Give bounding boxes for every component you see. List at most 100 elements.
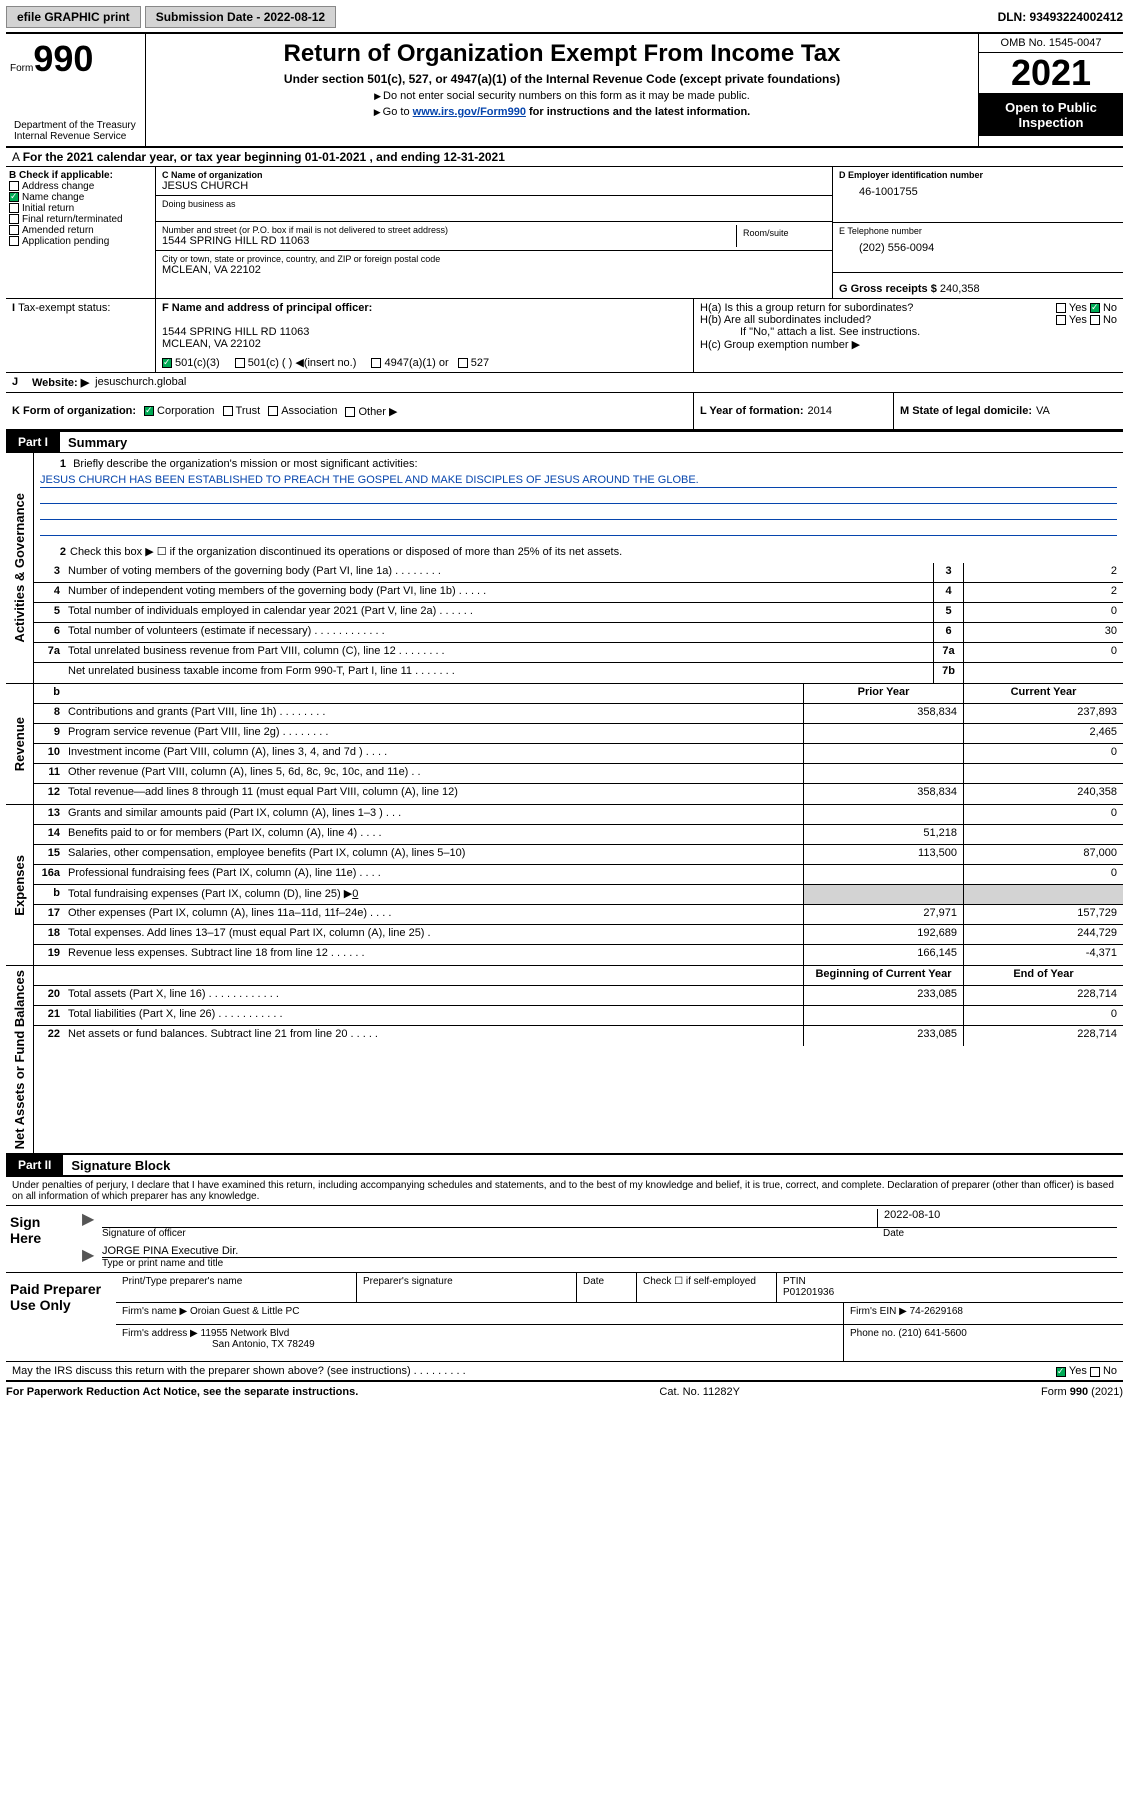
part1-title: Summary — [60, 435, 127, 450]
p9 — [803, 724, 963, 743]
c11 — [963, 764, 1123, 783]
lbl-assoc: Association — [281, 405, 337, 417]
tax-year: 2021 — [979, 53, 1123, 94]
c16b — [963, 885, 1123, 904]
irs-link[interactable]: www.irs.gov/Form990 — [413, 106, 526, 118]
sig-date-label: Date — [877, 1228, 1117, 1239]
lbl-irs-no: No — [1103, 1365, 1117, 1377]
firm-phone: (210) 641-5600 — [898, 1328, 966, 1339]
efile-print-button[interactable]: efile GRAPHIC print — [6, 6, 141, 28]
cb-name-change[interactable] — [9, 192, 19, 202]
l9: Program service revenue (Part VIII, line… — [64, 724, 803, 743]
l13: Grants and similar amounts paid (Part IX… — [64, 805, 803, 824]
room-label: Room/suite — [743, 228, 820, 238]
firm-ein-label: Firm's EIN ▶ — [850, 1306, 907, 1317]
firm-name-label: Firm's name ▶ — [122, 1306, 187, 1317]
cb-assoc[interactable] — [268, 406, 278, 416]
cb-irs-no[interactable] — [1090, 1367, 1100, 1377]
l3-text: Number of voting members of the governin… — [64, 563, 933, 582]
street-address: 1544 SPRING HILL RD 11063 — [162, 235, 736, 247]
l7a-text: Total unrelated business revenue from Pa… — [64, 643, 933, 662]
cb-501c[interactable] — [235, 358, 245, 368]
e22: 228,714 — [963, 1026, 1123, 1046]
v5: 0 — [963, 603, 1123, 622]
cb-hb-yes[interactable] — [1056, 315, 1066, 325]
paid-preparer-label: Paid Preparer Use Only — [6, 1273, 116, 1361]
section-b-to-g: B Check if applicable: Address change Na… — [6, 167, 1123, 299]
firm-addr1: 11955 Network Blvd — [201, 1328, 290, 1339]
signature-block: Under penalties of perjury, I declare th… — [6, 1175, 1123, 1381]
p18: 192,689 — [803, 925, 963, 944]
part2-header-row: Part II Signature Block — [6, 1154, 1123, 1175]
l16b-val: 0 — [352, 888, 358, 900]
l5-text: Total number of individuals employed in … — [64, 603, 933, 622]
l16b-pre: Total fundraising expenses (Part IX, col… — [68, 888, 352, 900]
irs-discuss-question: May the IRS discuss this return with the… — [12, 1365, 1056, 1377]
c14 — [963, 825, 1123, 844]
cb-address-change[interactable] — [9, 181, 19, 191]
lbl-527: 527 — [471, 357, 489, 369]
l6-text: Total number of volunteers (estimate if … — [64, 623, 933, 642]
cb-amended[interactable] — [9, 225, 19, 235]
website-value: jesuschurch.global — [95, 376, 186, 389]
firm-name: Oroian Guest & Little PC — [190, 1306, 300, 1317]
cb-irs-yes[interactable] — [1056, 1367, 1066, 1377]
lbl-initial-return: Initial return — [22, 203, 74, 214]
p14: 51,218 — [803, 825, 963, 844]
cb-501c3[interactable] — [162, 358, 172, 368]
main-title: Return of Organization Exempt From Incom… — [152, 40, 972, 68]
p13 — [803, 805, 963, 824]
c10: 0 — [963, 744, 1123, 763]
hb-label: H(b) Are all subordinates included? — [700, 314, 1056, 326]
phone-label: Phone no. — [850, 1328, 896, 1339]
firm-ein: 74-2629168 — [910, 1306, 963, 1317]
cb-ha-yes[interactable] — [1056, 303, 1066, 313]
state-domicile: VA — [1036, 405, 1050, 417]
c15: 87,000 — [963, 845, 1123, 864]
l22: Net assets or fund balances. Subtract li… — [64, 1026, 803, 1046]
omb-number: OMB No. 1545-0047 — [979, 34, 1123, 53]
submission-date-button[interactable]: Submission Date - 2022-08-12 — [145, 6, 336, 28]
cb-other[interactable] — [345, 407, 355, 417]
l16a: Professional fundraising fees (Part IX, … — [64, 865, 803, 884]
lbl-app-pending: Application pending — [22, 236, 109, 247]
cb-app-pending[interactable] — [9, 236, 19, 246]
l10: Investment income (Part VIII, column (A)… — [64, 744, 803, 763]
l17: Other expenses (Part IX, column (A), lin… — [64, 905, 803, 924]
cb-527[interactable] — [458, 358, 468, 368]
officer-addr1: 1544 SPRING HILL RD 11063 — [162, 326, 687, 338]
c16a: 0 — [963, 865, 1123, 884]
p8: 358,834 — [803, 704, 963, 723]
l18: Total expenses. Add lines 13–17 (must eq… — [64, 925, 803, 944]
cb-trust[interactable] — [223, 406, 233, 416]
addr-label: Number and street (or P.O. box if mail i… — [162, 225, 736, 235]
cb-corp[interactable] — [144, 406, 154, 416]
cb-final-return[interactable] — [9, 214, 19, 224]
sig-date-val: 2022-08-10 — [877, 1209, 1117, 1227]
cb-4947[interactable] — [371, 358, 381, 368]
phone-value: (202) 556-0094 — [839, 236, 1117, 254]
current-year-hdr: Current Year — [963, 684, 1123, 703]
cat-no: Cat. No. 11282Y — [659, 1386, 740, 1398]
cb-initial-return[interactable] — [9, 203, 19, 213]
row-klm: K Form of organization: Corporation Trus… — [6, 393, 1123, 430]
k-label: K Form of organization: — [12, 405, 136, 417]
b-label: B Check if applicable: — [9, 170, 152, 181]
ha-label: H(a) Is this a group return for subordin… — [700, 302, 1056, 314]
city-label: City or town, state or province, country… — [162, 254, 826, 264]
l8: Contributions and grants (Part VIII, lin… — [64, 704, 803, 723]
instr-goto-pre: Go to — [383, 106, 413, 118]
c9: 2,465 — [963, 724, 1123, 743]
paperwork-notice: For Paperwork Reduction Act Notice, see … — [6, 1386, 358, 1398]
v6: 30 — [963, 623, 1123, 642]
p19: 166,145 — [803, 945, 963, 965]
instr-ssn: Do not enter social security numbers on … — [152, 90, 972, 102]
lbl-4947: 4947(a)(1) or — [384, 357, 448, 369]
cb-hb-no[interactable] — [1090, 315, 1100, 325]
l7b-text: Net unrelated business taxable income fr… — [64, 663, 933, 683]
cb-ha-no[interactable] — [1090, 303, 1100, 313]
e-phone-label: E Telephone number — [839, 226, 1117, 236]
b22: 233,085 — [803, 1026, 963, 1046]
activities-governance: Activities & Governance 1 Briefly descri… — [6, 452, 1123, 683]
l4-text: Number of independent voting members of … — [64, 583, 933, 602]
